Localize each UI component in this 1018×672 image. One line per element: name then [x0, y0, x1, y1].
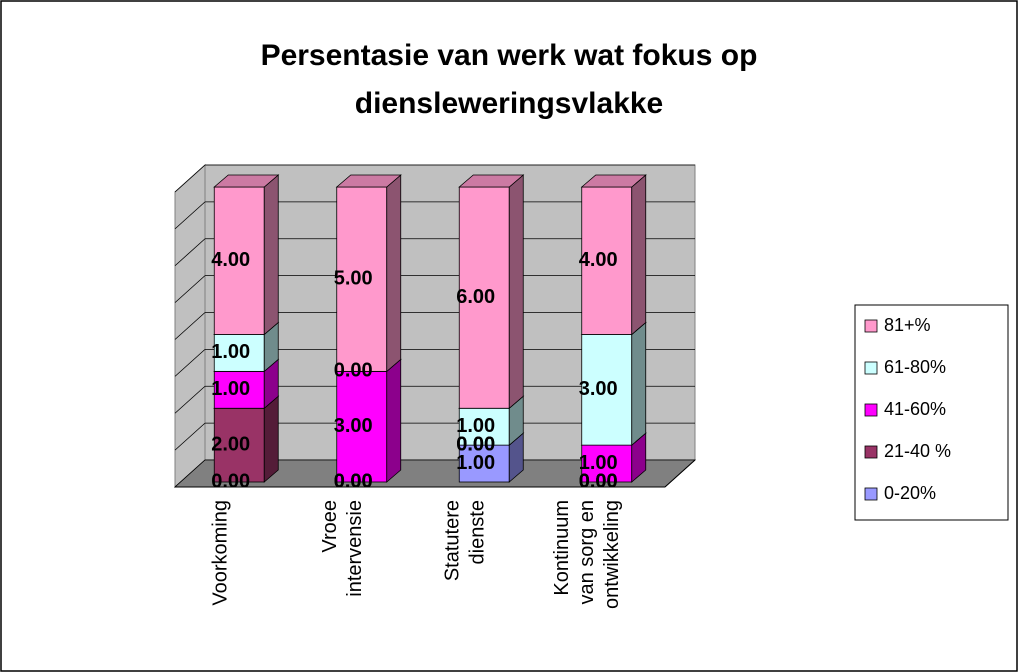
bar-segment-top	[213, 174, 280, 188]
bar-segment-side	[263, 174, 279, 336]
legend-label: 61-80%	[884, 357, 946, 377]
data-label: 1.00	[579, 452, 618, 474]
bar-segment	[336, 186, 388, 372]
grid-line	[174, 385, 206, 414]
bar-segment-side	[631, 321, 647, 446]
bar-segment	[458, 186, 510, 409]
data-label: 0.00	[334, 360, 373, 382]
data-label: 0.00	[579, 470, 618, 492]
bar-segment-side	[631, 174, 647, 336]
grid-line	[174, 275, 206, 303]
x-tick-label: Voorkoming	[210, 500, 232, 606]
bar-segment	[581, 186, 633, 335]
bar-segment-top	[458, 174, 525, 188]
bar-segment	[213, 370, 265, 409]
grid-line	[174, 349, 206, 377]
bar-segment	[581, 334, 633, 446]
data-label: 1.00	[456, 452, 495, 474]
grid-line	[174, 422, 206, 451]
grid-line	[174, 312, 206, 340]
bar-segment-top	[335, 174, 402, 188]
bar-segment	[213, 334, 265, 372]
legend-label: 41-60%	[884, 399, 946, 419]
x-tick-label: Statutere dienste	[442, 500, 489, 581]
data-label: 0.00	[456, 433, 495, 455]
bar-segment	[213, 186, 265, 335]
data-label: 4.00	[211, 249, 250, 271]
data-label: 4.00	[579, 249, 618, 271]
bar-segment	[458, 407, 510, 446]
grid-line	[174, 164, 206, 193]
bar-segment	[336, 370, 388, 483]
data-label: 3.00	[579, 378, 618, 400]
x-tick-label: Kontinuum van sorg en ontwikkeling	[551, 500, 623, 609]
data-label: 0.00	[334, 470, 373, 492]
bar-segment	[458, 444, 510, 483]
bar-segment	[213, 407, 265, 483]
legend-label: 0-20%	[884, 483, 936, 503]
data-label: 5.00	[334, 267, 373, 289]
data-label: 2.00	[211, 433, 250, 455]
x-axis-end	[664, 459, 696, 488]
data-label: 1.00	[211, 378, 250, 400]
bar-segment-side	[386, 174, 402, 373]
chart-title: Persentasie van werk wat fokus op diensle…	[261, 39, 758, 120]
legend-swatch	[864, 319, 878, 333]
data-label: 0.00	[211, 470, 250, 492]
legend-swatch	[864, 361, 878, 375]
grid-line	[174, 238, 206, 267]
data-label: 3.00	[334, 415, 373, 437]
data-label: 0.00	[334, 470, 373, 492]
legend-label: 81+%	[884, 315, 931, 335]
bar-segment	[581, 444, 633, 483]
data-label: 1.00	[456, 415, 495, 437]
bar-segment-side	[386, 358, 402, 483]
data-label: 0.00	[579, 470, 618, 492]
legend-swatch	[864, 445, 878, 459]
data-label: 1.00	[211, 341, 250, 363]
data-label: 0.00	[456, 433, 495, 455]
x-tick-label: Vroee intervensie	[319, 500, 366, 597]
legend-label: 21-40 %	[884, 441, 951, 461]
legend-swatch	[864, 487, 878, 501]
legend-swatch	[864, 403, 878, 417]
bar-segment-side	[263, 395, 279, 483]
data-label: 6.00	[456, 286, 495, 308]
grid-line	[174, 201, 206, 230]
legend-box	[854, 304, 1009, 521]
bar-segment-top	[580, 174, 647, 188]
bar-segment-side	[508, 174, 524, 410]
